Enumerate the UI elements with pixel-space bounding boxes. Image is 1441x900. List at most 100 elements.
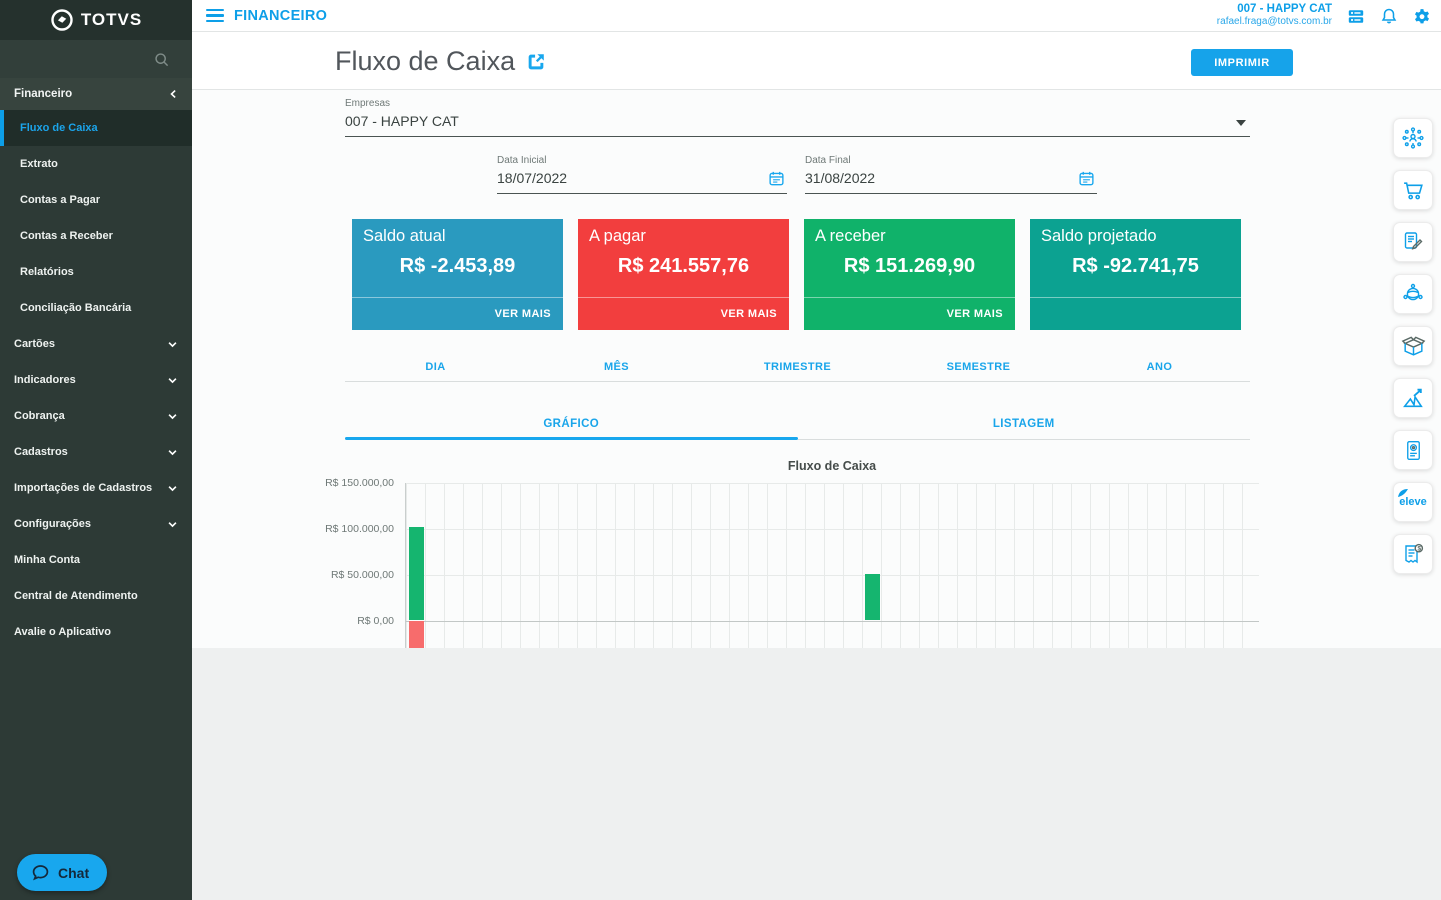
package-box-icon[interactable] xyxy=(1393,326,1433,366)
sidebar-item-contas-a-receber[interactable]: Contas a Receber xyxy=(20,230,113,242)
calendar-icon[interactable] xyxy=(1078,170,1095,187)
menu-icon[interactable] xyxy=(206,8,224,23)
sidebar-group-label: Configurações xyxy=(14,518,92,530)
calendar-icon[interactable] xyxy=(768,170,785,187)
tab-listagem[interactable]: LISTAGEM xyxy=(797,412,1251,440)
sidebar-item-central-de-atendimento[interactable]: Central de Atendimento xyxy=(14,590,138,602)
chevron-down-icon xyxy=(168,521,177,527)
tab-trimestre[interactable]: TRIMESTRE xyxy=(763,361,832,373)
chart-bar xyxy=(409,620,424,648)
sidebar-section-financeiro[interactable]: Financeiro xyxy=(0,78,192,110)
ver-mais-link[interactable]: VER MAIS xyxy=(494,308,551,320)
sidebar-group-label: Cobrança xyxy=(14,410,65,422)
empresas-value: 007 - HAPPY CAT xyxy=(345,113,459,129)
tab-semestre[interactable]: SEMESTRE xyxy=(946,361,1011,373)
tab-ano[interactable]: ANO xyxy=(1146,361,1173,373)
sidebar-item-avalie-o-aplicativo[interactable]: Avalie o Aplicativo xyxy=(14,626,111,638)
sidebar-group-configuracoes[interactable]: Configurações xyxy=(0,506,192,542)
sidebar-group-importacoes-de-cadastros[interactable]: Importações de Cadastros xyxy=(0,470,192,506)
sidebar-item-conciliacao-bancaria[interactable]: Conciliação Bancária xyxy=(20,302,132,314)
sidebar-group-cadastros[interactable]: Cadastros xyxy=(0,434,192,470)
global-network-icon[interactable] xyxy=(1393,274,1433,314)
growth-chart-icon[interactable] xyxy=(1393,378,1433,418)
card-value: R$ -2.453,89 xyxy=(399,255,516,277)
caret-down-icon xyxy=(1236,120,1246,126)
sidebar-item-contas-a-pagar[interactable]: Contas a Pagar xyxy=(20,194,101,206)
sidebar-group-cobranca[interactable]: Cobrança xyxy=(0,398,192,434)
tab-grafico[interactable]: GRÁFICO xyxy=(345,412,798,440)
gridline xyxy=(406,483,1259,484)
data-inicial-label: Data Inicial xyxy=(497,155,547,166)
chat-label: Chat xyxy=(58,864,90,881)
modules-icon[interactable] xyxy=(1347,7,1365,25)
card-a-pagar[interactable]: A pagar R$ 241.557,76 VER MAIS xyxy=(578,219,789,330)
view-tabs: GRÁFICO LISTAGEM xyxy=(345,412,1250,440)
y-tick-label: R$ 150.000,00 xyxy=(325,477,394,489)
sidebar-group-cartoes[interactable]: Cartões xyxy=(0,326,192,362)
sidebar-group-label: Importações de Cadastros xyxy=(14,482,153,494)
card-value: R$ -92.741,75 xyxy=(1072,255,1199,277)
sidebar-item-relatorios[interactable]: Relatórios xyxy=(20,266,74,278)
pos-terminal-icon[interactable] xyxy=(1393,430,1433,470)
card-title: Saldo projetado xyxy=(1041,227,1157,245)
empresas-select[interactable]: Empresas 007 - HAPPY CAT xyxy=(345,98,1250,137)
card-saldo-projetado[interactable]: Saldo projetado R$ -92.741,75 xyxy=(1030,219,1241,330)
chevron-left-icon xyxy=(170,89,176,99)
sidebar-item-extrato[interactable]: Extrato xyxy=(20,158,58,170)
print-button[interactable]: IMPRIMIR xyxy=(1191,49,1293,76)
data-final-label: Data Final xyxy=(805,155,851,166)
gridline xyxy=(406,574,1259,576)
gridline xyxy=(406,528,1259,530)
tab-mes[interactable]: MÊS xyxy=(603,361,630,373)
sidebar-group-indicadores[interactable]: Indicadores xyxy=(0,362,192,398)
card-saldo-atual[interactable]: Saldo atual R$ -2.453,89 VER MAIS xyxy=(352,219,563,330)
sidebar-group-label: Cadastros xyxy=(14,446,68,458)
ver-mais-link[interactable]: VER MAIS xyxy=(720,308,777,320)
shopping-cart-icon[interactable] xyxy=(1393,170,1433,210)
card-footer: VER MAIS xyxy=(352,297,563,330)
empresas-label: Empresas xyxy=(345,98,391,109)
module-title: FINANCEIRO xyxy=(234,7,328,24)
app-logo: TOTVS xyxy=(0,0,192,40)
sidebar-search[interactable] xyxy=(0,40,192,78)
data-inicial-field[interactable]: Data Inicial 18/07/2022 xyxy=(497,155,787,194)
card-footer: VER MAIS xyxy=(804,297,1015,330)
chevron-down-icon xyxy=(168,377,177,383)
collaboration-network-icon[interactable] xyxy=(1393,118,1433,158)
account-email: rafael.fraga@totvs.com.br xyxy=(1216,16,1332,28)
tab-dia[interactable]: DIA xyxy=(425,361,446,373)
card-title: A pagar xyxy=(589,227,646,245)
svg-text:$: $ xyxy=(1418,545,1422,552)
y-tick-label: R$ 100.000,00 xyxy=(325,522,394,535)
right-icon-rail: eleve $ xyxy=(1393,118,1433,574)
content: Empresas 007 - HAPPY CAT Data Inicial 18… xyxy=(192,90,1441,648)
chevron-down-icon xyxy=(168,341,177,347)
contract-signature-icon[interactable] xyxy=(1393,222,1433,262)
settings-icon[interactable] xyxy=(1413,7,1431,25)
eleve-label: eleve xyxy=(1398,489,1427,508)
sidebar-item-minha-conta[interactable]: Minha Conta xyxy=(14,554,80,566)
sidebar: TOTVS Financeiro Fluxo de Caixa Extrato … xyxy=(0,0,192,900)
summary-cards: Saldo atual R$ -2.453,89 VER MAIS A paga… xyxy=(352,219,1241,330)
card-a-receber[interactable]: A receber R$ 151.269,90 VER MAIS xyxy=(804,219,1015,330)
chat-button[interactable]: Chat xyxy=(17,854,108,891)
chart-y-axis: R$ 150.000,00 R$ 100.000,00 R$ 50.000,00 R$… xyxy=(247,477,397,648)
chart-plot xyxy=(405,483,1259,648)
ver-mais-link[interactable]: VER MAIS xyxy=(946,308,1003,320)
topbar: FINANCEIRO 007 - HAPPY CAT rafael.fraga@… xyxy=(192,0,1441,32)
account-info[interactable]: 007 - HAPPY CAT rafael.fraga@totvs.com.b… xyxy=(1217,3,1332,28)
card-value: R$ 151.269,90 xyxy=(843,255,976,277)
period-tabs: DIA MÊS TRIMESTRE SEMESTRE ANO xyxy=(345,356,1250,382)
external-link-icon[interactable] xyxy=(525,51,547,73)
sidebar-item-fluxo-de-caixa[interactable]: Fluxo de Caixa xyxy=(0,110,192,146)
data-final-field[interactable]: Data Final 31/08/2022 xyxy=(805,155,1097,194)
eleve-logo[interactable]: eleve xyxy=(1393,482,1433,522)
notifications-icon[interactable] xyxy=(1380,7,1398,25)
invoice-billing-icon[interactable]: $ xyxy=(1393,534,1433,574)
card-value: R$ 241.557,76 xyxy=(617,255,750,277)
page-header: Fluxo de Caixa IMPRIMIR xyxy=(192,32,1441,90)
totvs-logo-icon xyxy=(51,9,73,31)
chevron-down-icon xyxy=(168,485,177,491)
account-company: 007 - HAPPY CAT xyxy=(1237,3,1332,16)
